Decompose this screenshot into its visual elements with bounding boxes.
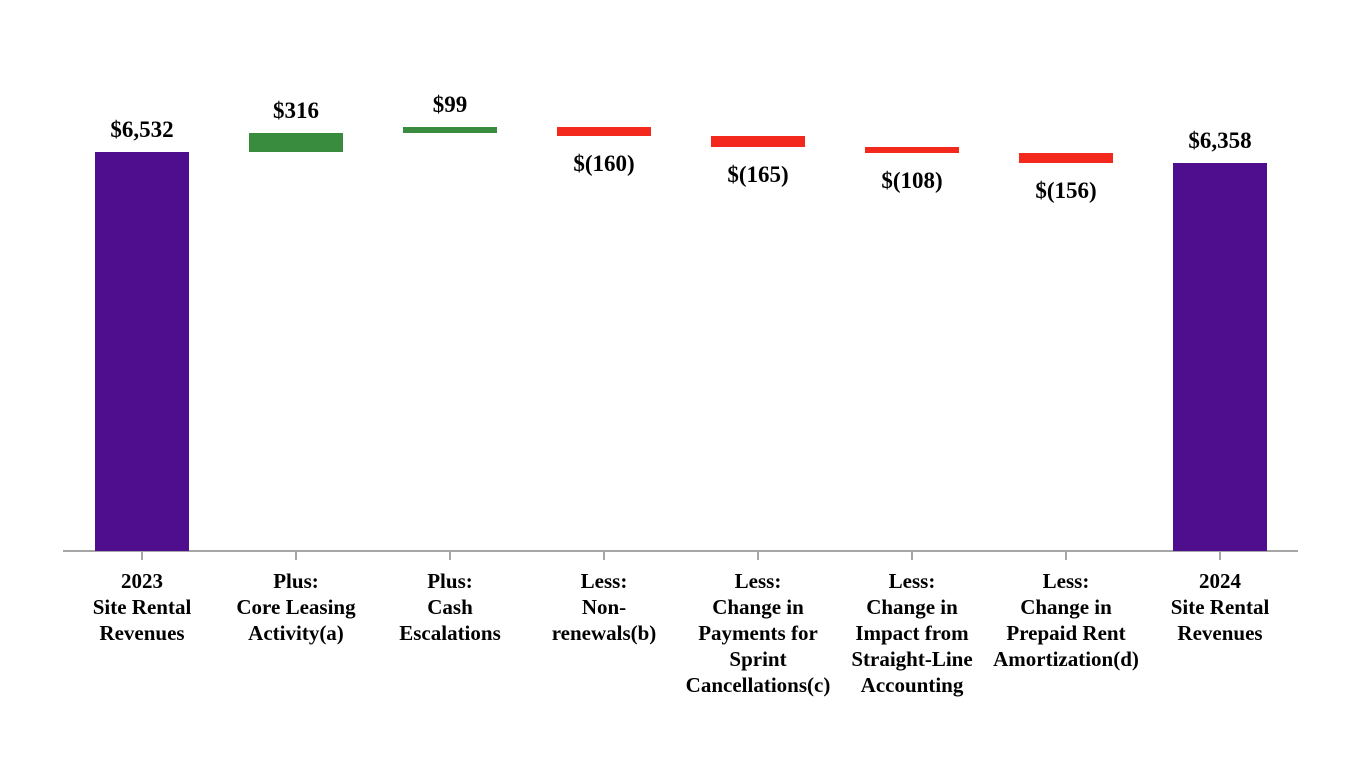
bar-value-label: $99 xyxy=(432,91,468,117)
waterfall-bar-decrease xyxy=(1019,153,1113,163)
waterfall-bar-decrease xyxy=(557,126,651,137)
x-axis-tick xyxy=(449,551,451,560)
x-axis-category-label: Less: Change in Payments for Sprint Canc… xyxy=(685,569,831,697)
x-axis-tick xyxy=(295,551,297,560)
bar-value-label: $(108) xyxy=(881,168,943,194)
x-axis-tick xyxy=(1219,551,1221,560)
waterfall-bar-total xyxy=(95,152,189,551)
x-axis-tick xyxy=(911,551,913,560)
waterfall-bar-decrease xyxy=(711,136,805,147)
x-axis-category-label: 2023 Site Rental Revenues xyxy=(92,569,192,645)
x-axis-tick xyxy=(1065,551,1067,560)
x-axis-category-label: Less: Change in Prepaid Rent Amortizatio… xyxy=(993,569,1139,671)
x-axis-tick xyxy=(757,551,759,560)
waterfall-bar-increase xyxy=(403,126,497,133)
bar-value-label: $6,358 xyxy=(1188,127,1252,153)
bar-value-label: $(165) xyxy=(727,161,789,187)
bar-value-label: $(156) xyxy=(1035,177,1097,203)
x-axis-category-label: Less: Non- renewals(b) xyxy=(551,569,657,645)
bar-value-label: $6,532 xyxy=(110,117,174,142)
waterfall-bar-total xyxy=(1173,162,1267,551)
x-axis-category-label: Plus: Cash Escalations xyxy=(399,569,501,645)
x-axis-tick xyxy=(603,551,605,560)
bar-value-label: $(160) xyxy=(573,151,635,177)
x-axis-line xyxy=(63,550,1298,552)
x-axis-category-label: 2024 Site Rental Revenues xyxy=(1170,569,1270,645)
bar-value-label: $316 xyxy=(273,97,319,123)
x-axis-category-label: Less: Change in Impact from Straight-Lin… xyxy=(851,569,973,697)
waterfall-bar-decrease xyxy=(865,146,959,154)
x-axis-tick xyxy=(141,551,143,560)
waterfall-bar-increase xyxy=(249,132,343,152)
x-axis-category-label: Plus: Core Leasing Activity(a) xyxy=(236,569,356,645)
